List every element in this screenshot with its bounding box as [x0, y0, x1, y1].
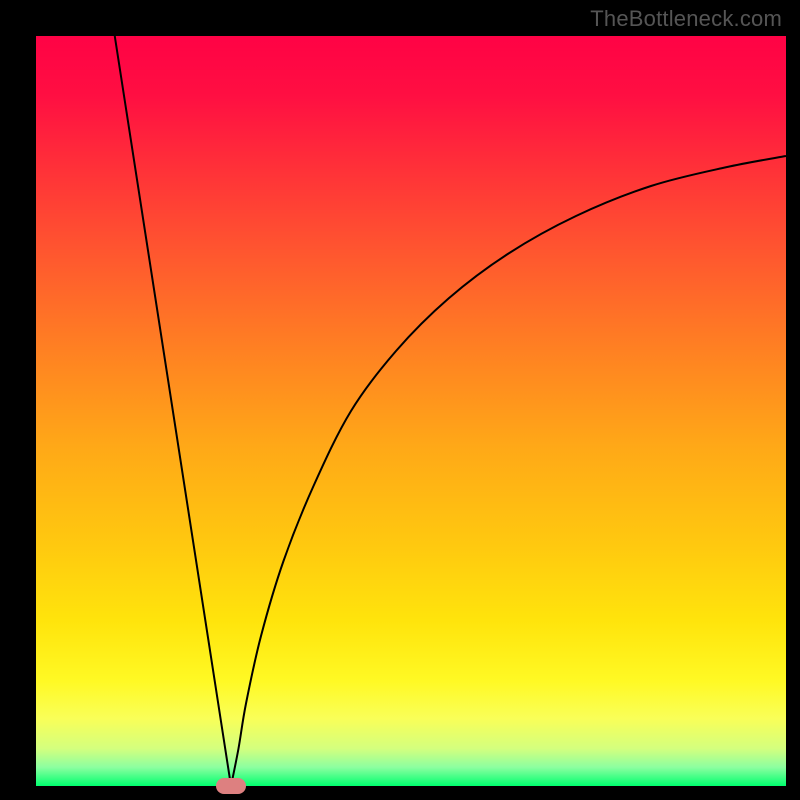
minimum-marker: [216, 778, 246, 794]
bottleneck-curve: [115, 36, 786, 786]
watermark-text: TheBottleneck.com: [590, 6, 782, 32]
chart-container: TheBottleneck.com: [0, 0, 800, 800]
chart-svg: [0, 0, 800, 800]
